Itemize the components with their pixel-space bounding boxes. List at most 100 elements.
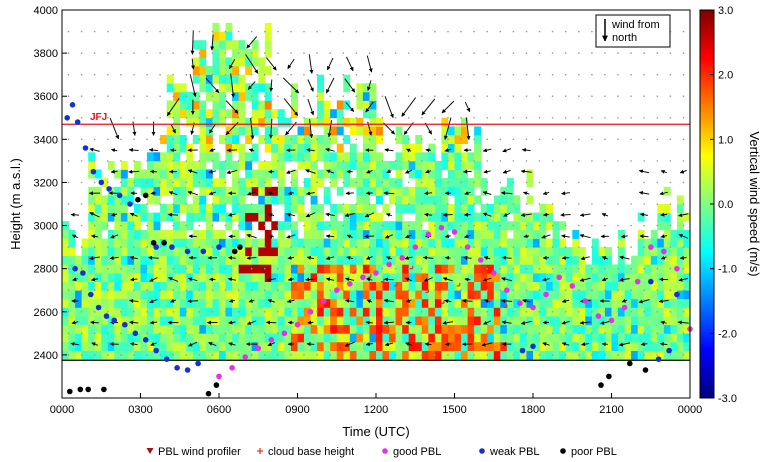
wind-cell xyxy=(173,255,181,265)
wind-arrow xyxy=(228,342,236,347)
wind-cell xyxy=(258,66,266,75)
wind-cell xyxy=(225,74,233,84)
wind-cell xyxy=(598,333,606,343)
wind-cell xyxy=(506,316,514,326)
wind-cell xyxy=(330,160,338,170)
grid-dot xyxy=(473,354,475,356)
grid-dot xyxy=(460,73,462,76)
grid-dot xyxy=(303,73,305,76)
wind-cell xyxy=(264,238,272,248)
wind-cell xyxy=(448,186,455,196)
wind-cell xyxy=(480,247,488,257)
wind-cell xyxy=(291,229,298,239)
wind-cell xyxy=(676,195,684,205)
wind-cell xyxy=(277,247,285,257)
wind-cell xyxy=(205,109,213,119)
wind-cell xyxy=(559,273,567,282)
wind-cell xyxy=(127,333,135,343)
wind-cell xyxy=(559,290,567,300)
wind-cell xyxy=(219,48,226,58)
wind-cell xyxy=(408,204,416,213)
wind-cell xyxy=(572,247,580,257)
wind-cell xyxy=(480,178,488,188)
wind-cell xyxy=(670,342,678,351)
wind-cell xyxy=(448,160,455,170)
wind-cell xyxy=(219,195,226,205)
grid-dot xyxy=(290,289,292,292)
wind-cell xyxy=(199,281,207,291)
wind-cell xyxy=(369,273,377,282)
wind-arrow xyxy=(227,277,237,282)
wind-arrow xyxy=(520,169,532,174)
grid-dot xyxy=(185,160,188,162)
wind-cell xyxy=(650,333,658,343)
wind-cell xyxy=(192,57,200,67)
grid-dot xyxy=(447,311,449,313)
wind-cell xyxy=(611,333,619,343)
wind-cell xyxy=(578,350,586,360)
series-point xyxy=(98,179,105,186)
grid-dot xyxy=(591,181,593,184)
wind-cell xyxy=(356,316,364,326)
wind-cell xyxy=(552,342,560,351)
wind-cell xyxy=(448,350,455,360)
wind-arrow xyxy=(228,255,236,260)
grid-dot xyxy=(525,117,528,119)
wind-cell xyxy=(376,324,383,334)
wind-cell xyxy=(192,316,200,326)
wind-cell xyxy=(75,350,82,360)
wind-cell xyxy=(75,298,82,308)
wind-cell xyxy=(212,22,220,32)
wind-arrow xyxy=(425,169,432,174)
wind-cell xyxy=(212,229,220,239)
wind-cell xyxy=(212,342,220,351)
grid-dot xyxy=(198,203,201,205)
wind-cell xyxy=(362,83,370,93)
wind-cell xyxy=(369,135,377,144)
wind-cell xyxy=(552,324,560,334)
wind-arrow xyxy=(441,100,455,114)
grid-dot xyxy=(120,332,122,335)
wind-cell xyxy=(618,238,625,248)
wind-cell xyxy=(212,307,220,317)
wind-cell xyxy=(323,281,331,291)
grid-dot xyxy=(604,73,606,76)
wind-cell xyxy=(441,247,449,257)
wind-cell xyxy=(264,204,272,213)
wind-cell xyxy=(454,160,462,170)
series-point xyxy=(77,386,84,393)
grid-dot xyxy=(368,30,371,33)
wind-cell xyxy=(160,316,167,326)
wind-cell xyxy=(454,342,462,351)
grid-dot xyxy=(617,289,619,292)
wind-cell xyxy=(81,247,89,257)
wind-cell xyxy=(343,298,351,308)
grid-dot xyxy=(460,354,462,356)
wind-cell xyxy=(461,350,468,360)
series-point xyxy=(472,291,477,296)
wind-cell xyxy=(245,212,253,222)
wind-cell xyxy=(238,307,246,317)
y-tick-label: 4000 xyxy=(34,5,58,17)
wind-cell xyxy=(212,91,220,101)
wind-cell xyxy=(408,186,416,196)
wind-cell xyxy=(251,48,259,58)
grid-dot xyxy=(682,224,685,227)
wind-cell xyxy=(317,152,324,162)
grid-dot xyxy=(211,246,214,248)
wind-cell xyxy=(650,316,658,326)
legend-label: cloud base height xyxy=(268,446,354,458)
wind-cell xyxy=(304,350,311,360)
grid-dot xyxy=(211,117,214,119)
wind-cell xyxy=(179,221,187,231)
grid-dot xyxy=(421,117,423,119)
wind-cell xyxy=(160,281,167,291)
wind-cell xyxy=(140,290,148,300)
wind-cell xyxy=(546,307,553,317)
wind-cell xyxy=(670,290,678,300)
wind-cell xyxy=(94,298,102,308)
wind-cell xyxy=(147,316,154,326)
wind-cell xyxy=(650,255,658,265)
wind-cell xyxy=(578,281,586,291)
wind-cell xyxy=(264,255,272,265)
